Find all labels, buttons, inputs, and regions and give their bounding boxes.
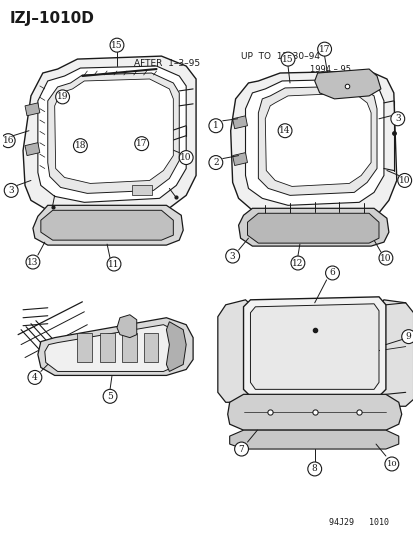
Circle shape xyxy=(209,119,222,133)
Circle shape xyxy=(1,134,15,148)
Circle shape xyxy=(179,151,192,165)
Circle shape xyxy=(290,256,304,270)
Text: 2: 2 xyxy=(213,158,218,167)
Text: 14: 14 xyxy=(279,126,290,135)
Polygon shape xyxy=(217,300,253,402)
Circle shape xyxy=(317,42,331,56)
Polygon shape xyxy=(25,103,40,116)
Bar xyxy=(131,185,151,196)
Polygon shape xyxy=(265,93,370,187)
Text: 17: 17 xyxy=(135,139,147,148)
Bar xyxy=(143,333,158,362)
Text: 10: 10 xyxy=(180,153,192,162)
Polygon shape xyxy=(232,152,247,166)
Polygon shape xyxy=(314,69,380,99)
Polygon shape xyxy=(245,79,383,205)
Text: IZJ–1010D: IZJ–1010D xyxy=(9,11,94,26)
Text: 3: 3 xyxy=(394,114,400,123)
Circle shape xyxy=(135,136,148,151)
Bar xyxy=(100,333,115,362)
Text: 19: 19 xyxy=(57,92,68,101)
Circle shape xyxy=(73,139,87,152)
Circle shape xyxy=(390,112,404,126)
Polygon shape xyxy=(38,318,192,375)
Circle shape xyxy=(225,249,239,263)
Circle shape xyxy=(110,38,123,52)
Circle shape xyxy=(28,370,42,384)
Text: 7: 7 xyxy=(238,445,244,454)
Polygon shape xyxy=(23,56,196,215)
Text: 6: 6 xyxy=(329,269,335,278)
Polygon shape xyxy=(227,394,401,430)
Bar xyxy=(121,333,136,362)
Polygon shape xyxy=(117,315,136,337)
Polygon shape xyxy=(41,211,173,240)
Text: 10: 10 xyxy=(379,254,391,263)
Text: AFTER  1–3–95: AFTER 1–3–95 xyxy=(133,59,199,68)
Polygon shape xyxy=(45,325,181,372)
Text: 3: 3 xyxy=(8,186,14,195)
Circle shape xyxy=(401,330,413,344)
Circle shape xyxy=(234,442,248,456)
Polygon shape xyxy=(250,304,378,389)
Text: UP  TO  12–30–94: UP TO 12–30–94 xyxy=(240,52,319,61)
Text: 11: 11 xyxy=(108,260,119,269)
Polygon shape xyxy=(55,79,173,183)
Polygon shape xyxy=(38,66,186,203)
Text: 3: 3 xyxy=(229,252,235,261)
Text: 9: 9 xyxy=(405,332,411,341)
Text: 10: 10 xyxy=(386,460,396,468)
Polygon shape xyxy=(232,116,247,129)
Polygon shape xyxy=(33,205,183,245)
Text: 18: 18 xyxy=(74,141,86,150)
Circle shape xyxy=(55,90,69,104)
Circle shape xyxy=(325,266,339,280)
Text: 4: 4 xyxy=(32,373,38,382)
Circle shape xyxy=(307,462,321,476)
Circle shape xyxy=(103,389,117,403)
Text: 13: 13 xyxy=(27,257,38,266)
Text: 8: 8 xyxy=(311,464,317,473)
Polygon shape xyxy=(238,208,388,246)
Text: 5: 5 xyxy=(107,392,113,401)
Text: 16: 16 xyxy=(2,136,14,145)
Polygon shape xyxy=(47,73,179,193)
Circle shape xyxy=(280,52,294,66)
Polygon shape xyxy=(25,143,40,156)
Polygon shape xyxy=(243,297,385,397)
Polygon shape xyxy=(247,213,378,243)
Text: 15: 15 xyxy=(282,54,293,63)
Bar xyxy=(77,333,92,362)
Text: 12: 12 xyxy=(292,259,303,268)
Text: 94J29   1010: 94J29 1010 xyxy=(328,518,388,527)
Circle shape xyxy=(384,457,398,471)
Text: 17: 17 xyxy=(318,45,330,54)
Text: 1994 – 95: 1994 – 95 xyxy=(309,64,350,74)
Circle shape xyxy=(209,156,222,169)
Circle shape xyxy=(378,251,392,265)
Text: 10: 10 xyxy=(398,176,409,185)
Circle shape xyxy=(26,255,40,269)
Polygon shape xyxy=(166,322,186,372)
Text: 1: 1 xyxy=(212,121,218,130)
Polygon shape xyxy=(375,300,413,406)
Text: 15: 15 xyxy=(111,41,123,50)
Circle shape xyxy=(4,183,18,197)
Circle shape xyxy=(397,173,411,188)
Circle shape xyxy=(107,257,121,271)
Polygon shape xyxy=(258,86,376,196)
Polygon shape xyxy=(230,71,396,218)
Polygon shape xyxy=(229,430,398,449)
Circle shape xyxy=(278,124,291,138)
